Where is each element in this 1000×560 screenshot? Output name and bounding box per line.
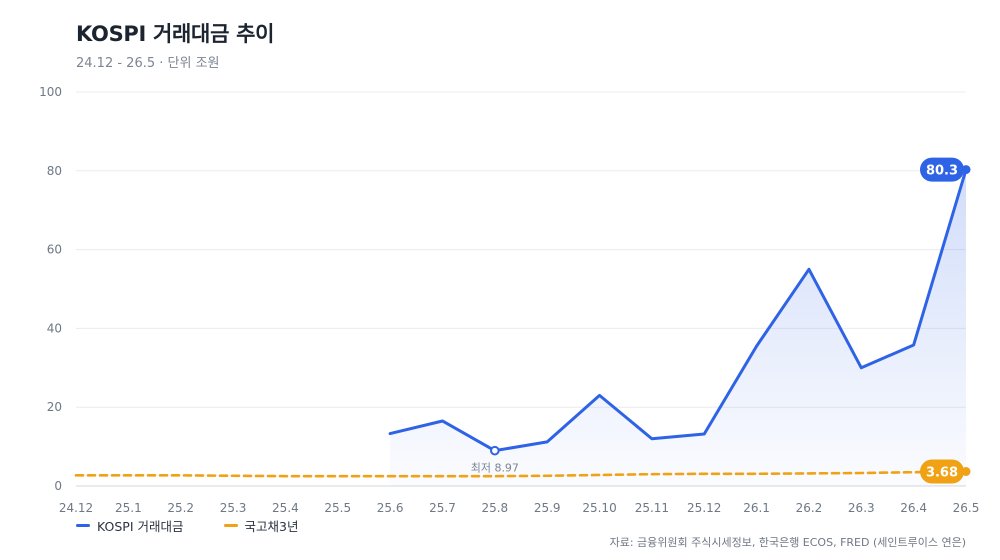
y-tick-label: 20 xyxy=(47,400,62,414)
x-tick-label: 25.6 xyxy=(377,501,404,515)
y-tick-label: 100 xyxy=(39,85,62,99)
legend-label-bond: 국고채3년 xyxy=(244,519,299,534)
x-tick-label: 25.12 xyxy=(687,501,721,515)
kospi-line xyxy=(388,168,968,453)
x-tick-label: 25.10 xyxy=(582,501,616,515)
x-tick-label: 26.3 xyxy=(848,501,875,515)
x-tick-label: 25.4 xyxy=(272,501,299,515)
legend-swatch-bond xyxy=(223,524,238,527)
source-note: 자료: 금융위원회 주식시세정보, 한국은행 ECOS, FRED (세인트루이… xyxy=(609,536,966,549)
x-tick-label: 25.8 xyxy=(481,501,508,515)
legend-item-bond: 국고채3년 xyxy=(223,516,299,535)
end-value-badge xyxy=(920,459,964,484)
legend-item-kospi: KOSPI 거래대금 xyxy=(76,516,184,535)
kospi-area xyxy=(390,169,966,487)
end-value-label: 80.3 xyxy=(926,164,958,179)
end-value-label: 3.68 xyxy=(926,466,958,481)
chart-subtitle: 24.12 - 26.5 · 단위 조원 xyxy=(76,56,220,71)
x-tick-label: 26.5 xyxy=(953,501,980,515)
x-tick-label: 25.3 xyxy=(220,501,247,515)
x-tick-label: 25.9 xyxy=(534,501,561,515)
y-tick-label: 40 xyxy=(47,321,62,335)
end-value-badge xyxy=(920,157,964,182)
x-tick-label: 25.7 xyxy=(429,501,456,515)
y-tick-label: 60 xyxy=(47,243,62,257)
x-tick-label: 25.1 xyxy=(115,501,142,515)
y-tick-label: 0 xyxy=(54,479,62,493)
x-tick-label: 25.5 xyxy=(324,501,351,515)
y-tick-label: 80 xyxy=(47,164,62,178)
chart-title: KOSPI 거래대금 추이 xyxy=(76,22,275,46)
chart-legend: KOSPI 거래대금 국고채3년 xyxy=(76,516,298,535)
x-tick-label: 25.2 xyxy=(167,501,194,515)
x-tick-label: 25.11 xyxy=(635,501,669,515)
bond-line xyxy=(74,470,968,478)
x-tick-label: 26.1 xyxy=(743,501,770,515)
min-point-label: 최저 8.97 xyxy=(471,462,519,475)
x-tick-label: 26.2 xyxy=(796,501,823,515)
x-tick-label: 24.12 xyxy=(59,501,93,515)
legend-label-kospi: KOSPI 거래대금 xyxy=(97,519,184,534)
min-point-marker xyxy=(490,445,500,456)
legend-swatch-kospi xyxy=(76,524,90,527)
x-tick-label: 26.4 xyxy=(900,501,927,515)
